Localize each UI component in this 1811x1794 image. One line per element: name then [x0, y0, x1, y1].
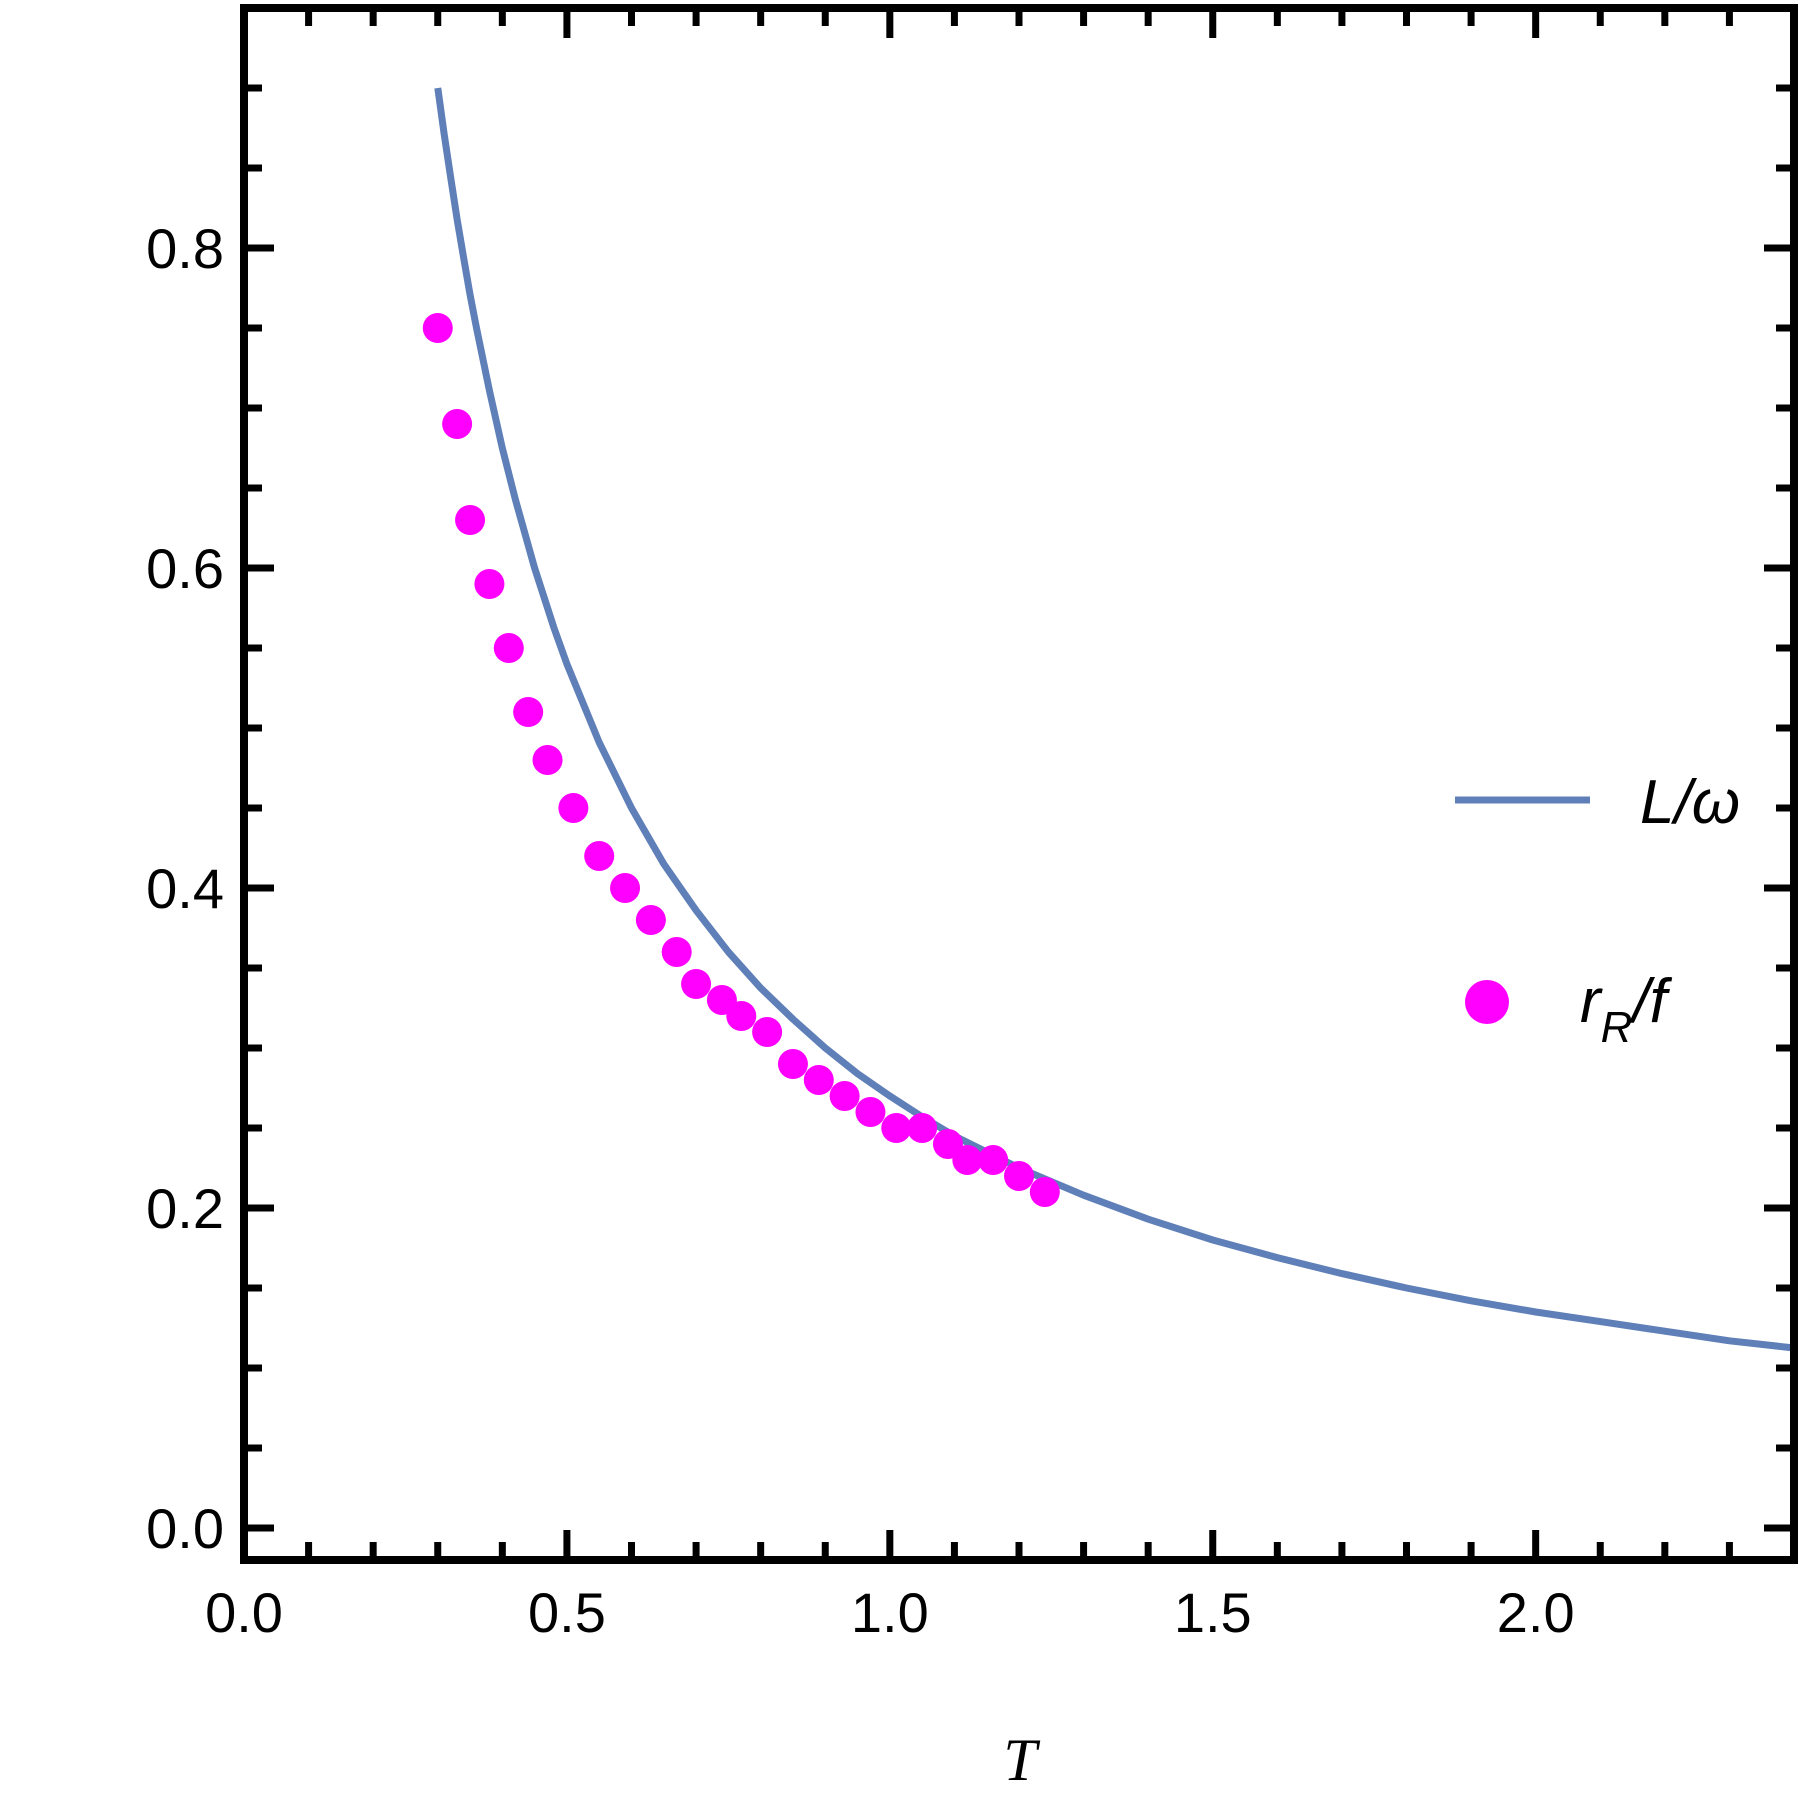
data-point-rR-over-f	[803, 1065, 834, 1095]
data-point-rR-over-f	[881, 1113, 912, 1143]
tick-labels-layer: 0.0 0.5 1.0 1.5 2.0 0.0 0.2 0.4 0.6 0.8	[146, 217, 1574, 1644]
data-point-rR-over-f	[610, 873, 641, 903]
data-point-rR-over-f	[513, 697, 544, 727]
legend-label-points-main: r	[1580, 967, 1603, 1036]
x-tick-label: 1.5	[1174, 1581, 1252, 1644]
data-point-rR-over-f	[681, 969, 712, 999]
legend: L/ω rR/f	[1455, 768, 1740, 1052]
y-tick-label: 0.2	[146, 1177, 224, 1240]
data-point-rR-over-f	[558, 793, 589, 823]
data-point-rR-over-f	[455, 505, 486, 535]
data-point-rR-over-f	[584, 841, 615, 871]
data-point-rR-over-f	[952, 1145, 983, 1175]
y-tick-label: 0.0	[146, 1497, 224, 1560]
data-point-rR-over-f	[978, 1145, 1009, 1175]
data-point-rR-over-f	[726, 1001, 757, 1031]
data-point-rR-over-f	[474, 569, 505, 599]
data-point-rR-over-f	[635, 905, 666, 935]
y-tick-label: 0.4	[146, 857, 224, 920]
data-point-rR-over-f	[907, 1113, 938, 1143]
data-point-rR-over-f	[422, 313, 453, 343]
x-axis-label: T	[1003, 1727, 1040, 1793]
plot-frame	[240, 4, 1798, 1564]
legend-label-points: rR/f	[1580, 967, 1673, 1052]
data-point-rR-over-f	[1029, 1177, 1060, 1207]
data-point-rR-over-f	[661, 937, 692, 967]
x-tick-label: 0.5	[528, 1581, 606, 1644]
series-line-l-over-omega	[434, 87, 1795, 1352]
data-point-rR-over-f	[829, 1081, 860, 1111]
y-tick-label: 0.8	[146, 217, 224, 280]
data-point-rR-over-f	[1004, 1161, 1034, 1191]
series-layer	[422, 87, 1795, 1352]
data-point-rR-over-f	[442, 409, 473, 439]
data-point-rR-over-f	[532, 745, 563, 775]
data-point-rR-over-f	[752, 1017, 783, 1047]
legend-label-points-tail: /f	[1628, 967, 1672, 1036]
data-point-rR-over-f	[855, 1097, 886, 1127]
x-tick-label: 0.0	[205, 1581, 283, 1644]
data-point-rR-over-f	[493, 633, 524, 663]
x-tick-label: 2.0	[1497, 1581, 1575, 1644]
x-tick-label: 1.0	[851, 1581, 929, 1644]
data-point-rR-over-f	[777, 1049, 808, 1079]
legend-point-swatch	[1465, 980, 1509, 1024]
legend-label-points-sub: R	[1601, 1003, 1633, 1052]
legend-label-line: L/ω	[1640, 768, 1740, 837]
ticks-layer	[240, 8, 1798, 1560]
y-tick-label: 0.6	[146, 537, 224, 600]
